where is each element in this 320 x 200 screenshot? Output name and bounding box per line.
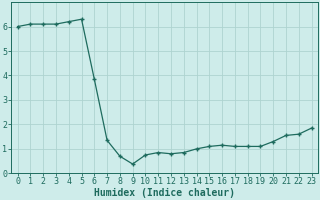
X-axis label: Humidex (Indice chaleur): Humidex (Indice chaleur)	[94, 188, 235, 198]
